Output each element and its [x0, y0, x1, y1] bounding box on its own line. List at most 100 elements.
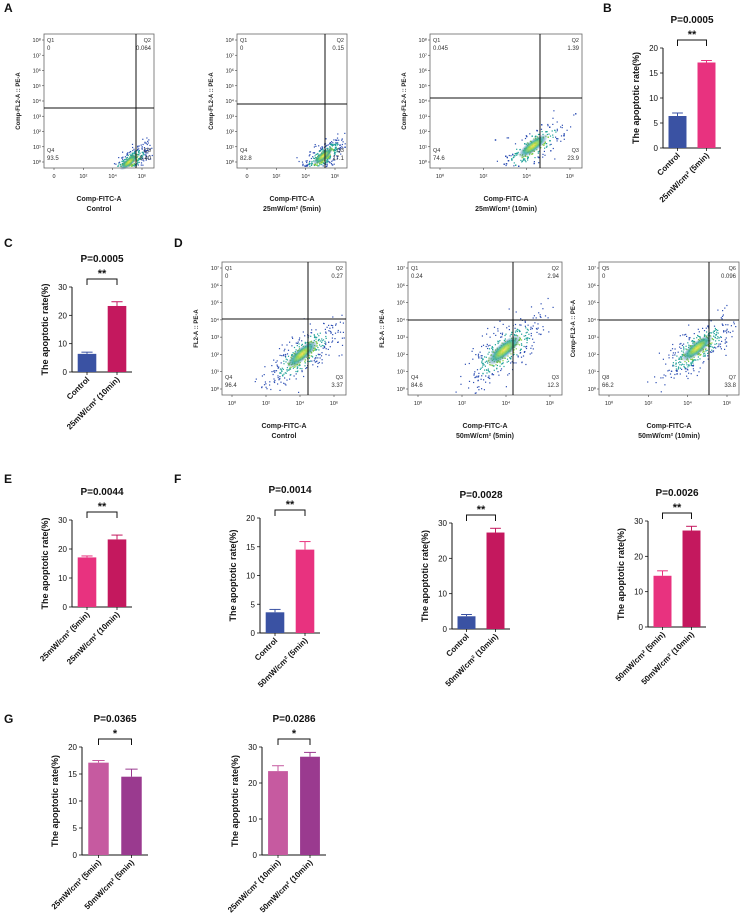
- significance-stars: **: [286, 499, 295, 511]
- y-tick-label: 0: [63, 603, 68, 612]
- significance-stars: *: [292, 728, 297, 740]
- flow-plot-a3: Q1 0.045 Q2 1.39 Q3 23.9 Q4 74.6 10⁸ 10⁷ 10⁶ 10⁵ 10⁴…: [402, 33, 583, 213]
- bar-chart-f3: 0 10 20 30 50mW/cm² (5min)50mW/cm² (10min) **…: [614, 488, 706, 686]
- x-tick-label: 10⁰: [436, 173, 445, 180]
- x-tick-label: 10⁴: [683, 400, 692, 407]
- bar-1[interactable]: [77, 353, 97, 372]
- y-tick-label: 5: [654, 119, 659, 128]
- quadrant-label: Q3: [144, 148, 151, 154]
- x-tick-label: 10⁶: [566, 173, 574, 180]
- y-tick-label: 10³: [211, 335, 219, 341]
- bar-1[interactable]: [268, 771, 288, 855]
- x-tick-label: 0: [52, 174, 55, 180]
- y-tick-label: 5: [251, 600, 256, 609]
- bar-2[interactable]: [682, 530, 701, 627]
- y-tick-label: 0: [251, 629, 256, 638]
- quadrant-label: Q4: [433, 148, 440, 154]
- y-tick-label: 10³: [419, 114, 427, 120]
- bar-2[interactable]: [295, 549, 315, 633]
- y-tick-label: 10¹: [397, 370, 405, 376]
- quadrant-label: Q2: [337, 38, 344, 44]
- bar-1[interactable]: [653, 575, 672, 627]
- bar-1[interactable]: [668, 116, 687, 148]
- quadrant-label: Q2: [552, 266, 559, 272]
- x-tick-label: 10⁶: [330, 400, 338, 407]
- y-tick-label: 10⁵: [211, 300, 219, 307]
- plot-frame: [221, 261, 347, 396]
- y-tick-label: 10⁷: [397, 265, 405, 272]
- y-tick-label: 10⁶: [33, 68, 41, 75]
- p-value: P=0.0028: [459, 490, 503, 501]
- condition-label: 50mW/cm² (5min): [456, 433, 514, 440]
- quadrant-value-q2: 0.096: [721, 274, 737, 280]
- x-tick-label: 10⁰: [228, 400, 237, 407]
- panel-letter-c: C: [4, 236, 13, 250]
- y-axis-title: The apoptotic rate(%): [420, 530, 430, 622]
- y-tick-label: 10⁴: [33, 98, 42, 105]
- quadrant-value-q3: 17.1: [332, 156, 344, 162]
- panel-letter-g: G: [4, 712, 13, 726]
- x-tick-label: 0: [245, 174, 248, 180]
- quadrant-value-q2: 0.064: [136, 46, 152, 52]
- x-tick-label: 10⁴: [301, 173, 310, 180]
- bar-2[interactable]: [300, 756, 320, 855]
- y-tick-label: 10⁶: [397, 282, 405, 289]
- y-tick-label: 30: [248, 743, 257, 752]
- flow-plot-e2: Q1 0.24 Q2 2.94 Q3 12.3 Q4 84.6 10⁷ 10⁶ 10⁵ 10⁴ 10³ 1…: [380, 261, 563, 440]
- flow-plot-e3: Q5 0 Q6 0.096 Q7 33.8 Q8 66.2 10⁷ 10⁶ 10⁵ 10⁴ 10³ 10²…: [571, 261, 740, 440]
- y-tick-label: 10⁰: [33, 159, 42, 166]
- category-label-1: Control: [655, 151, 681, 177]
- bar-2[interactable]: [486, 532, 505, 629]
- category-label-2: 25mW/cm² (5min): [658, 151, 711, 204]
- bar-2[interactable]: [107, 539, 127, 607]
- bar-2[interactable]: [121, 776, 142, 855]
- y-tick-label: 20: [58, 545, 67, 554]
- y-tick-label: 10²: [226, 130, 234, 136]
- quadrant-label: Q6: [729, 266, 736, 272]
- y-tick-label: 10⁸: [33, 37, 41, 44]
- significance-bracket: [98, 738, 132, 745]
- condition-label: 50mW/cm² (10min): [638, 433, 700, 440]
- quadrant-value-q4: 74.6: [433, 156, 445, 162]
- plot-frame: [407, 261, 563, 396]
- x-axis-title: Comp-FITC-A: [646, 423, 691, 430]
- x-axis-title: Comp-FITC-A: [483, 196, 528, 203]
- p-value: P=0.0014: [268, 485, 312, 496]
- quadrant-value-q1: 0: [602, 274, 606, 280]
- y-tick-label: 0: [443, 625, 448, 634]
- bar-1[interactable]: [77, 557, 97, 607]
- panel-letter-d: D: [174, 236, 183, 250]
- significance-bracket: [274, 509, 306, 516]
- y-tick-label: 10: [246, 572, 255, 581]
- bar-1[interactable]: [88, 762, 109, 855]
- category-label-1: 50mW/cm² (5min): [614, 630, 667, 683]
- y-tick-label: 10⁸: [226, 37, 234, 44]
- y-tick-label: 20: [68, 743, 77, 752]
- y-tick-label: 10⁵: [33, 83, 41, 90]
- y-tick-label: 10⁰: [588, 386, 597, 393]
- quadrant-value-q1: 0: [225, 274, 229, 280]
- bar-chart-d: 0 10 20 30 25mW/cm² (5min)25mW/cm² (10min) **…: [38, 487, 132, 666]
- quadrant-label: Q1: [411, 266, 418, 272]
- bar-2[interactable]: [107, 305, 127, 372]
- quadrant-label: Q1: [47, 38, 54, 44]
- flow-plot-a1: Q1 0 Q2 0.064 Q3 6.40 Q4 93.5 10⁸ 10⁷ 10⁶ 10⁵ 10⁴ 10³…: [16, 33, 155, 213]
- bar-2[interactable]: [697, 62, 716, 149]
- x-tick-label: 10²: [79, 174, 87, 180]
- x-tick-label: 10⁶: [546, 400, 554, 407]
- y-tick-label: 5: [73, 824, 78, 833]
- bar-1[interactable]: [265, 612, 285, 633]
- y-tick-label: 10⁴: [419, 98, 428, 105]
- bar-1[interactable]: [457, 616, 476, 629]
- p-value: P=0.0286: [272, 714, 316, 725]
- quadrant-value-q1: 0.045: [433, 46, 449, 52]
- significance-stars: **: [98, 501, 107, 513]
- quadrant-value-q3: 3.37: [331, 383, 343, 389]
- y-axis-title: The apoptotic rate(%): [230, 755, 240, 847]
- y-axis-title: The apoptotic rate(%): [631, 52, 641, 144]
- event-cloud: [494, 110, 577, 167]
- quadrant-label: Q2: [336, 266, 343, 272]
